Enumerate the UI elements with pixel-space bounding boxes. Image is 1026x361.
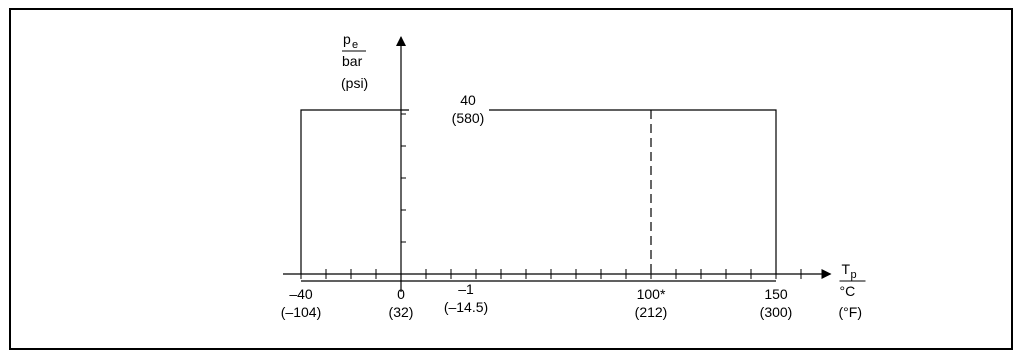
operating-region xyxy=(300,88,777,282)
x-axis-unit: °C xyxy=(840,283,856,299)
x-tick-label-alt: (212) xyxy=(635,304,668,320)
annotation-min-pressure-bar: –1 xyxy=(458,281,474,297)
x-axis-subscript: p xyxy=(851,269,857,281)
x-tick-label: 100* xyxy=(637,286,666,302)
annotation-mask xyxy=(409,88,489,128)
chart-frame: –40 (–104) 0 (32) 100* (212) 150 (300) p e bar … xyxy=(9,8,1013,350)
y-axis-title: p e bar (psi) xyxy=(341,31,368,91)
x-tick-label-alt: (300) xyxy=(760,304,793,320)
x-axis-symbol: T xyxy=(842,261,851,277)
region-outline xyxy=(300,109,777,274)
x-tick-label-alt: (32) xyxy=(389,304,414,320)
annotation-max-pressure-bar: 40 xyxy=(460,92,476,108)
x-axis-alt-unit: (°F) xyxy=(839,304,862,320)
annotation-max-pressure-psi: (580) xyxy=(452,110,485,126)
annotation-min-pressure: –1 (–14.5) xyxy=(444,281,488,315)
x-axis-title: T p °C (°F) xyxy=(839,261,866,320)
ticks xyxy=(300,113,802,279)
axes xyxy=(283,36,832,292)
annotation-max-pressure: 40 (580) xyxy=(452,92,485,126)
x-tick-label: 150 xyxy=(764,286,788,302)
y-axis-unit: bar xyxy=(342,53,363,69)
pressure-temperature-chart: –40 (–104) 0 (32) 100* (212) 150 (300) p e bar … xyxy=(281,31,866,320)
x-tick-label-alt: (–104) xyxy=(281,304,321,320)
x-tick-label: –40 xyxy=(289,286,313,302)
y-axis-alt-unit: (psi) xyxy=(341,75,368,91)
tick-labels: –40 (–104) 0 (32) 100* (212) 150 (300) xyxy=(281,286,793,320)
annotation-min-pressure-psi: (–14.5) xyxy=(444,299,488,315)
y-axis-subscript: e xyxy=(352,39,358,51)
x-tick-label: 0 xyxy=(397,286,405,302)
y-axis-symbol: p xyxy=(343,31,351,47)
